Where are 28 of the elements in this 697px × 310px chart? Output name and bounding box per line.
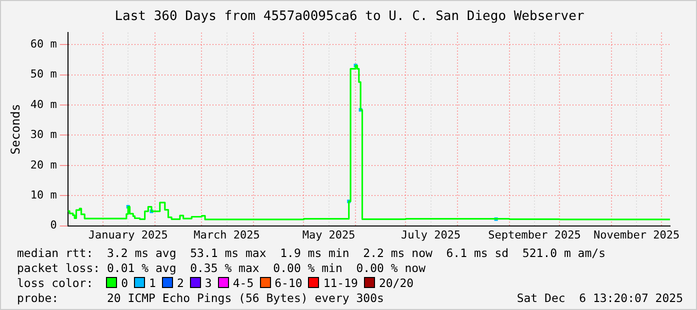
legend-label: 0 xyxy=(120,276,128,290)
x-tick-label: September 2025 xyxy=(488,228,581,242)
x-tick-label: November 2025 xyxy=(594,228,680,242)
text: median rtt: 3.2 ms avg 53.1 ms max 1.9 ms min 2.2 ms now 6.1 ms sd 521.0 m am/s xyxy=(17,246,607,261)
legend-label: 4-5 xyxy=(232,276,254,290)
y-tick-label: 0 xyxy=(50,218,57,232)
y-tick-label: 10 m xyxy=(30,188,58,202)
legend-title: loss color: xyxy=(17,276,94,290)
text: packet loss: 0.01 % avg 0.35 % max 0.00 % min 0.00 % now xyxy=(17,261,426,276)
legend-label: 3 xyxy=(204,276,212,290)
legend-label: 11-19 xyxy=(322,276,358,290)
x-tick-label: January 2025 xyxy=(88,228,168,242)
text: probe: 20 ICMP Echo Pings (56 Bytes) every 300s xyxy=(17,291,384,305)
x-tick-label: March 2025 xyxy=(194,228,260,242)
y-tick-label: 60 m xyxy=(30,38,58,51)
y-tick-label: 50 m xyxy=(30,68,58,81)
y-tick-label: 20 m xyxy=(30,158,58,172)
x-tick-label: July 2025 xyxy=(401,228,461,242)
y-tick-label: 40 m xyxy=(30,98,58,111)
y-axis-title: Seconds xyxy=(8,104,22,154)
text: Sat Dec 6 13:20:07 2025 xyxy=(516,291,683,306)
legend-label: 1 xyxy=(148,276,156,290)
y-tick-label: 30 m xyxy=(30,128,58,142)
legend-label: 2 xyxy=(176,276,184,290)
legend-label: 6-10 xyxy=(274,276,302,290)
legend-label: 20/20 xyxy=(378,276,414,290)
chart-title: Last 360 Days from 4557a0095ca6 to U. C. San Diego Webserver xyxy=(114,9,586,24)
x-tick-label: May 2025 xyxy=(302,228,356,242)
